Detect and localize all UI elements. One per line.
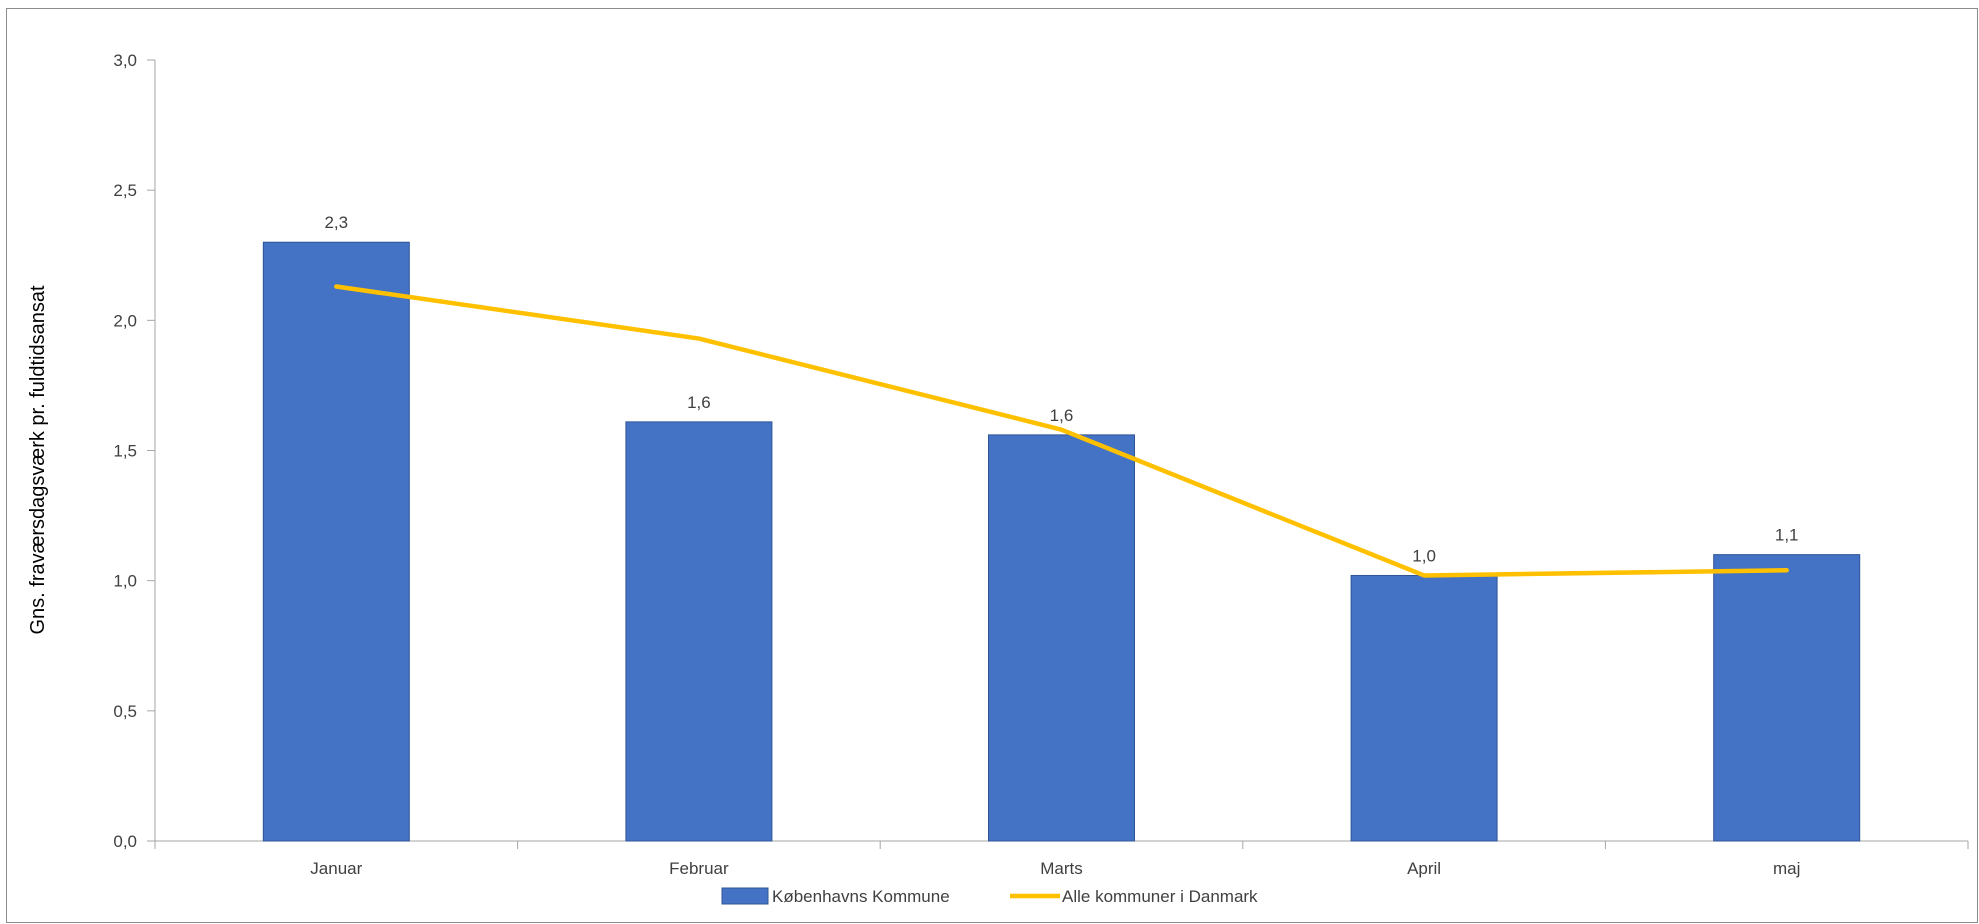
legend-label-bar: Københavns Kommune bbox=[772, 887, 950, 906]
y-tick-label: 2,5 bbox=[113, 181, 137, 200]
bar-data-label: 1,6 bbox=[687, 393, 711, 412]
y-tick-label: 2,0 bbox=[113, 311, 137, 330]
bar bbox=[262, 241, 410, 842]
bar bbox=[988, 434, 1135, 842]
bar-data-labels: 2,3 1,6 1,6 1,0 1,1 bbox=[324, 213, 1798, 565]
x-tick-label: Marts bbox=[1040, 859, 1083, 878]
y-axis: 0,0 0,5 1,0 1,5 2,0 2,5 3,0 bbox=[113, 51, 156, 851]
legend-label-line: Alle kommuner i Danmark bbox=[1062, 887, 1258, 906]
y-axis-title: Gns. fraværsdagsværk pr. fuldtidsansat bbox=[27, 285, 49, 634]
y-tick-label: 3,0 bbox=[113, 51, 137, 70]
legend-swatch-bar bbox=[721, 887, 769, 905]
line-series bbox=[334, 284, 1789, 578]
bar-data-label: 1,6 bbox=[1050, 406, 1074, 425]
bar bbox=[1713, 554, 1861, 842]
bar bbox=[625, 421, 773, 842]
y-tick-label: 1,5 bbox=[113, 442, 137, 461]
bar-data-label: 2,3 bbox=[324, 213, 348, 232]
x-tick-label: April bbox=[1407, 859, 1441, 878]
series-line bbox=[334, 284, 1789, 578]
x-tick-label: Januar bbox=[310, 859, 362, 878]
legend: Københavns Kommune Alle kommuner i Danmar… bbox=[721, 887, 1258, 906]
x-tick-label: Februar bbox=[669, 859, 729, 878]
y-tick-label: 0,5 bbox=[113, 702, 137, 721]
bar-series bbox=[262, 241, 1861, 842]
x-tick-label: maj bbox=[1773, 859, 1800, 878]
bar bbox=[1350, 574, 1498, 842]
x-axis: Januar Februar Marts April maj bbox=[154, 840, 1969, 878]
bar-data-label: 1,1 bbox=[1775, 526, 1799, 545]
bar-data-label: 1,0 bbox=[1412, 546, 1436, 565]
y-tick-label: 1,0 bbox=[113, 572, 137, 591]
y-tick-label: 0,0 bbox=[113, 832, 137, 851]
